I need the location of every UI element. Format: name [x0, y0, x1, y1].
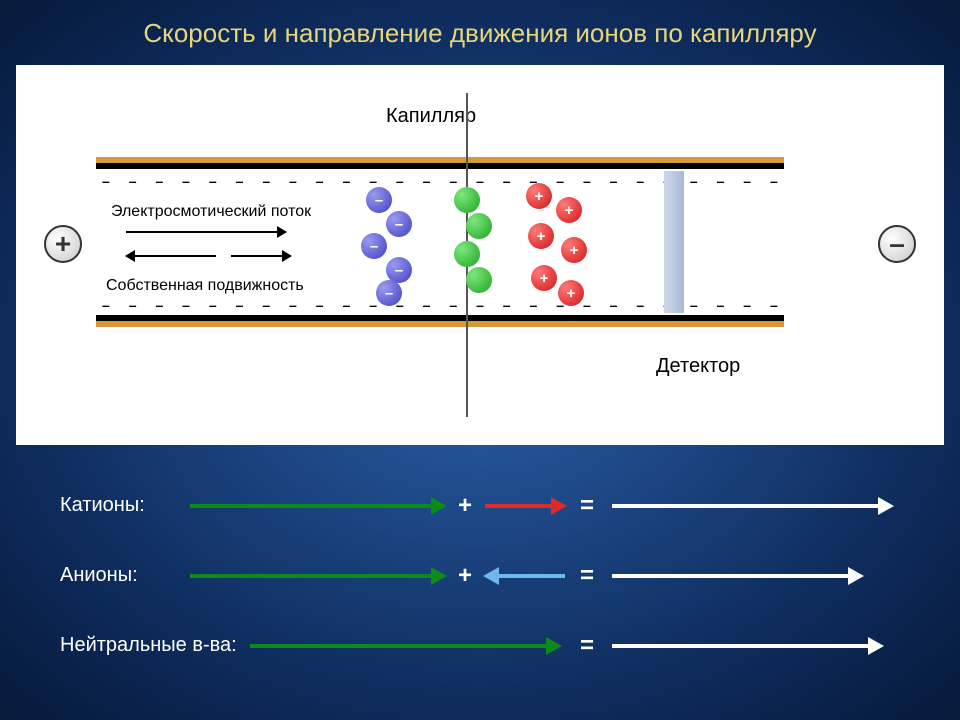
arrow-own-cations	[485, 504, 565, 508]
anion-ion: –	[366, 187, 392, 213]
capillary-diagram: Капилляр + – –––––––––––––––––––––––––– …	[16, 65, 944, 445]
cation-ion: +	[561, 237, 587, 263]
eof-arrow-forward	[126, 231, 286, 233]
anode-electrode: +	[44, 225, 82, 263]
legend: Катионы: + = Анионы: + = Нейтральные в-в…	[60, 466, 900, 668]
cation-ion: +	[531, 265, 557, 291]
cation-ion: +	[556, 197, 582, 223]
neutral-ion	[454, 187, 480, 213]
capillary-bottom-wall	[96, 315, 784, 327]
slide-title: Скорость и направление движения ионов по…	[0, 0, 960, 59]
legend-label-neutrals: Нейтральные в-ва:	[60, 634, 237, 657]
arrow-result-neutrals	[612, 644, 882, 648]
plus-symbol: +	[458, 562, 472, 590]
plus-symbol: +	[458, 492, 472, 520]
cation-ion: +	[558, 280, 584, 306]
anion-ion: –	[376, 280, 402, 306]
equals-symbol: =	[580, 562, 594, 590]
own-mobility-label: Собственная подвижность	[106, 277, 304, 295]
equals-symbol: =	[580, 492, 594, 520]
legend-row-cations: Катионы: + =	[60, 484, 900, 528]
detector-band	[664, 171, 684, 313]
legend-label-cations: Катионы:	[60, 494, 145, 517]
own-mobility-arrow-back	[126, 255, 216, 257]
neutral-ion	[454, 241, 480, 267]
cation-ion: +	[528, 223, 554, 249]
anion-ion: –	[361, 233, 387, 259]
eof-label: Электросмотический поток	[111, 203, 311, 221]
arrow-result-anions	[612, 574, 862, 578]
equals-symbol: =	[580, 632, 594, 660]
arrow-own-anions	[485, 574, 565, 578]
own-mobility-arrow-forward	[231, 255, 291, 257]
arrow-eof-anions	[190, 574, 445, 578]
legend-label-anions: Анионы:	[60, 564, 138, 587]
legend-row-neutrals: Нейтральные в-ва: =	[60, 624, 900, 668]
arrow-eof-neutrals	[250, 644, 560, 648]
neutral-ion	[466, 213, 492, 239]
neutral-ion	[466, 267, 492, 293]
cation-ion: +	[526, 183, 552, 209]
arrow-eof-cations	[190, 504, 445, 508]
anion-ion: –	[386, 211, 412, 237]
cathode-electrode: –	[878, 225, 916, 263]
detector-label: Детектор	[656, 355, 740, 378]
legend-row-anions: Анионы: + =	[60, 554, 900, 598]
capillary-top-wall	[96, 157, 784, 169]
arrow-result-cations	[612, 504, 892, 508]
capillary-label: Капилляр	[386, 105, 476, 128]
capillary-tube: –––––––––––––––––––––––––– –––––––––––––…	[96, 157, 784, 327]
